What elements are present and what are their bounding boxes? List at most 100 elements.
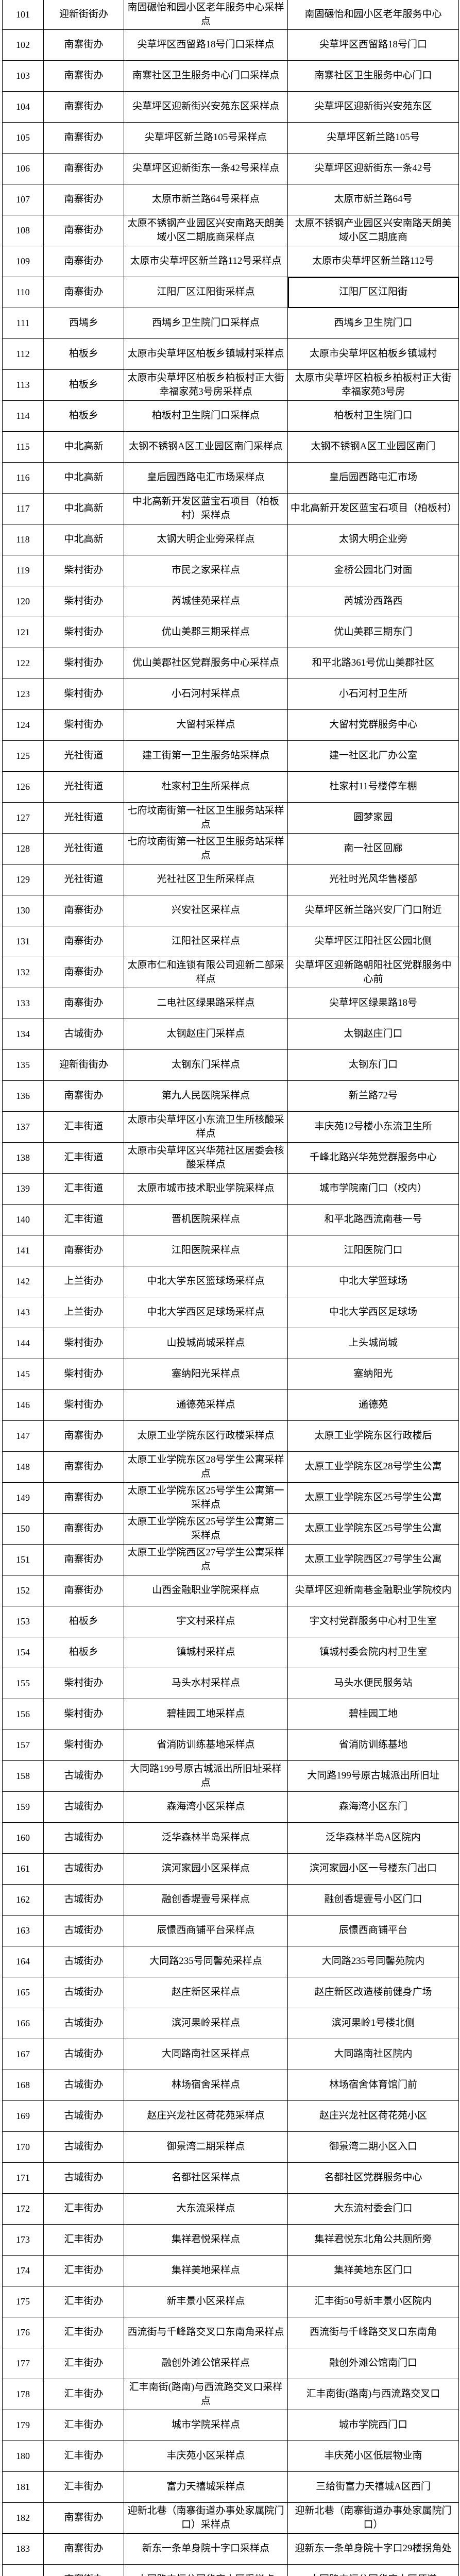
- office-cell: 汇丰街办: [44, 2256, 124, 2286]
- office-cell: 南寨街办: [44, 895, 124, 926]
- sampling-point-cell: 太钢大明企业旁采样点: [124, 524, 288, 555]
- sampling-point-cell: 宇文村采样点: [124, 1606, 288, 1637]
- office-cell: 柏板乡: [44, 401, 124, 432]
- table-row: 120 柴村街办 芮城佳苑采样点 芮城汾西路西: [3, 586, 459, 617]
- table-row: 127 光社街道 七府坟南街第一社区卫生服务站采样点 圆梦家园: [3, 803, 459, 834]
- row-index-cell: 138: [3, 1143, 44, 1174]
- office-cell: 柴村街办: [44, 1668, 124, 1699]
- location-cell: 融创香堤壹号小区门口: [288, 1885, 459, 1916]
- table-row: 147 南寨街办 太原工业学院东区行政楼采样点 太原工业学院东区行政楼后: [3, 1421, 459, 1452]
- location-cell: 尖草坪区新兰路兴安厂门口附近: [288, 895, 459, 926]
- sampling-point-cell: 皇后园西路屯汇市场采样点: [124, 463, 288, 494]
- office-cell: 南寨街办: [44, 154, 124, 184]
- sampling-point-cell: 光社社区卫生所采样点: [124, 865, 288, 895]
- row-index-cell: 144: [3, 1328, 44, 1359]
- row-index-cell: 106: [3, 154, 44, 184]
- sampling-point-cell: 中北大学西区足球场采样点: [124, 1297, 288, 1328]
- office-cell: 古城街办: [44, 1792, 124, 1823]
- location-cell: 大同路199号原古城派出所旧址: [288, 1761, 459, 1792]
- location-cell: 尖草坪区江阳社区公园北侧: [288, 926, 459, 957]
- row-index-cell: 114: [3, 401, 44, 432]
- location-cell: 太钢东门口: [288, 1050, 459, 1081]
- sampling-point-cell: 新东一条单身院十字口采样点: [124, 2534, 288, 2565]
- table-row: 119 柴村街办 市民之家采样点 金桥公园北门对面: [3, 555, 459, 586]
- location-cell: 迎新北巷（南寨街道办事处家属院门口）: [288, 2503, 459, 2534]
- sampling-point-cell: 第九人民医院采样点: [124, 1081, 288, 1112]
- location-cell: 西流街与千峰路交叉口东南角: [288, 2317, 459, 2348]
- location-cell: 集祥美地东区门口: [288, 2256, 459, 2286]
- sampling-point-cell: 太原工业学院东区25号学生公寓第二采样点: [124, 1514, 288, 1545]
- location-cell: 滨河果岭1号楼北侧: [288, 2008, 459, 2039]
- location-cell: 太原工业学院东区25号学生公寓: [288, 1514, 459, 1545]
- office-cell: 光社街道: [44, 834, 124, 865]
- office-cell: 南寨街办: [44, 1545, 124, 1575]
- row-index-cell: 107: [3, 184, 44, 215]
- row-index-cell: 125: [3, 741, 44, 772]
- location-cell: 太原工业学院东区行政楼后: [288, 1421, 459, 1452]
- table-row: 167 古城街办 大同路南社区采样点 大同路南社区院内: [3, 2039, 459, 2070]
- office-cell: 中北高新: [44, 524, 124, 555]
- sampling-point-cell: 中北高新开发区蓝宝石项目（柏板村）采样点: [124, 494, 288, 524]
- row-index-cell: 108: [3, 215, 44, 246]
- sampling-point-cell: 山投城尚城采样点: [124, 1328, 288, 1359]
- selected-location-cell[interactable]: 江阳厂区江阳街: [288, 277, 459, 308]
- table-row: 140 汇丰街道 晋机医院采样点 和平北路西流南巷一号: [3, 1205, 459, 1235]
- sampling-point-cell: 省消防训练基地采样点: [124, 1730, 288, 1761]
- table-row: 139 汇丰街道 太原市城市技术职业学院采样点 城市学院南门口（校内）: [3, 1174, 459, 1205]
- location-cell: 汇丰街50号新丰景小区院内: [288, 2286, 459, 2317]
- row-index-cell: 162: [3, 1885, 44, 1916]
- table-row: 160 古城街办 泛华森林半岛采样点 泛华森林半岛A区院内: [3, 1823, 459, 1854]
- sampling-point-cell: 尖草坪区迎新街东一条42号采样点: [124, 154, 288, 184]
- location-cell: 中北大学西区足球场: [288, 1297, 459, 1328]
- sampling-point-cell: 名都社区采样点: [124, 2163, 288, 2194]
- row-index-cell: 160: [3, 1823, 44, 1854]
- sampling-point-cell: 大东流采样点: [124, 2194, 288, 2225]
- office-cell: 柴村街办: [44, 679, 124, 710]
- table-row: 128 光社街道 七府坟南街第一社区卫生服务站采样点 南一社区回廊: [3, 834, 459, 865]
- table-row: 110 南寨街办 江阳厂区江阳街采样点 江阳厂区江阳街: [3, 277, 459, 308]
- sampling-point-cell: 江阳厂区江阳街采样点: [124, 277, 288, 308]
- office-cell: 迎新街街办: [44, 1050, 124, 1081]
- table-row: 165 古城街办 赵庄新区采样点 赵庄新区改造楼前健身广场: [3, 1977, 459, 2008]
- row-index-cell: 137: [3, 1112, 44, 1143]
- table-row: 152 南寨街办 山西金融职业学院采样点 尖草坪区迎新南巷金融职业学院校内: [3, 1575, 459, 1606]
- row-index-cell: 132: [3, 957, 44, 988]
- sampling-point-cell: 森海湾小区采样点: [124, 1792, 288, 1823]
- row-index-cell: 184: [3, 2565, 44, 2576]
- table-row: 168 古城街办 林场宿舍采样点 林场宿舍体育馆门前: [3, 2070, 459, 2101]
- office-cell: 柴村街办: [44, 1699, 124, 1730]
- location-cell: 通德苑: [288, 1390, 459, 1421]
- row-index-cell: 156: [3, 1699, 44, 1730]
- office-cell: 柏板乡: [44, 339, 124, 370]
- office-cell: 南寨街办: [44, 61, 124, 92]
- table-row: 146 柴村街办 通德苑采样点 通德苑: [3, 1390, 459, 1421]
- row-index-cell: 165: [3, 1977, 44, 2008]
- sampling-point-cell: 融创外滩公馆采样点: [124, 2348, 288, 2379]
- sampling-point-cell: 塞纳阳光采样点: [124, 1359, 288, 1390]
- table-row: 157 柴村街办 省消防训练基地采样点 省消防训练基地: [3, 1730, 459, 1761]
- sampling-point-cell: 太钢东门采样点: [124, 1050, 288, 1081]
- table-row: 133 南寨街办 二电社区绿果路采样点 尖草坪区绿果路18号: [3, 988, 459, 1019]
- table-row: 121 柴村街办 优山美郡三期采样点 优山美郡三期东门: [3, 617, 459, 648]
- office-cell: 南寨街办: [44, 1421, 124, 1452]
- sampling-point-cell: 江阳社区采样点: [124, 926, 288, 957]
- sampling-point-cell: 太原工业学院东区28号学生公寓采样点: [124, 1452, 288, 1483]
- row-index-cell: 147: [3, 1421, 44, 1452]
- row-index-cell: 139: [3, 1174, 44, 1205]
- location-cell: 城市学院南门口（校内）: [288, 1174, 459, 1205]
- row-index-cell: 166: [3, 2008, 44, 2039]
- office-cell: 南寨街办: [44, 30, 124, 61]
- sampling-point-cell: 中北大学东区篮球场采样点: [124, 1266, 288, 1297]
- location-cell: 上头城尚城: [288, 1328, 459, 1359]
- row-index-cell: 143: [3, 1297, 44, 1328]
- sampling-point-cell: 大同路199号原古城派出所旧址采样点: [124, 1761, 288, 1792]
- sampling-point-cell: 太钢不锈钢A区工业园区南门采样点: [124, 432, 288, 463]
- office-cell: 古城街办: [44, 2163, 124, 2194]
- office-cell: 古城街办: [44, 1019, 124, 1050]
- table-row: 170 古城街办 御景湾二期采样点 御景湾二期小区入口: [3, 2132, 459, 2163]
- table-row: 148 南寨街办 太原工业学院东区28号学生公寓采样点 太原工业学院东区28号学…: [3, 1452, 459, 1483]
- office-cell: 汇丰街办: [44, 2286, 124, 2317]
- table-row: 173 汇丰街办 集祥君悦采样点 集祥君悦东北角公共厕所旁: [3, 2225, 459, 2256]
- sampling-point-cell: 辰憬西商铺平台采样点: [124, 1916, 288, 1946]
- sampling-point-cell: 御景湾二期采样点: [124, 2132, 288, 2163]
